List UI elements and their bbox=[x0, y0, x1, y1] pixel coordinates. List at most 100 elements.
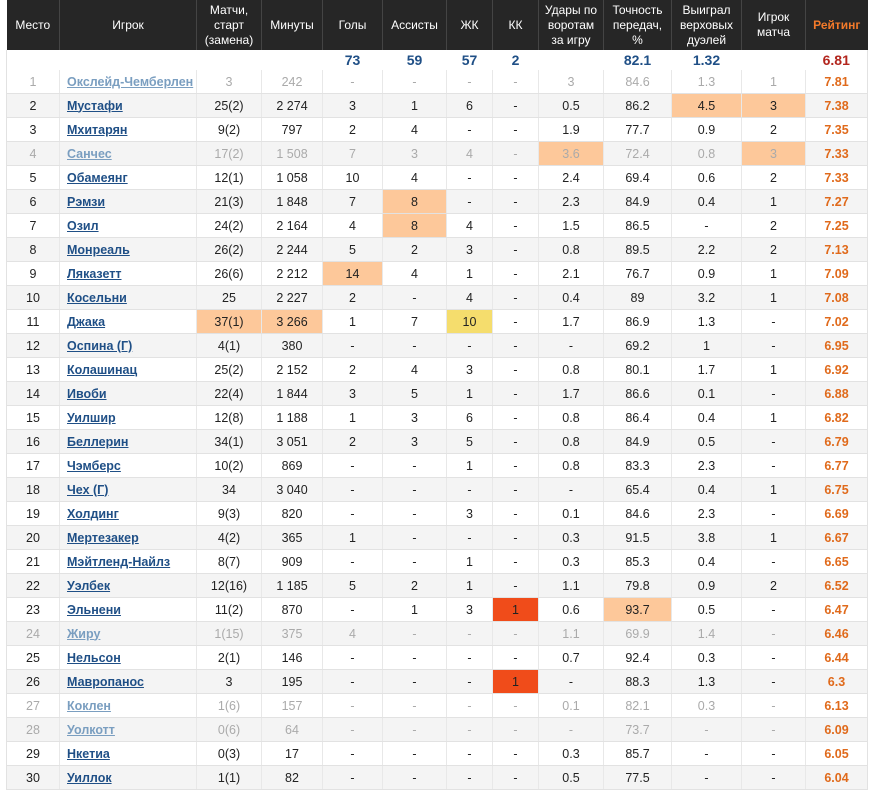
cell-player-name[interactable]: Санчес bbox=[59, 141, 197, 166]
header-pass-accuracy[interactable]: Точность передач, % bbox=[603, 0, 672, 50]
cell-player-name[interactable]: Мустафи bbox=[59, 93, 197, 118]
cell-assists: - bbox=[382, 501, 447, 526]
cell-motm: 3 bbox=[741, 141, 806, 166]
total-assists: 59 bbox=[382, 50, 447, 70]
cell-minutes: 1 188 bbox=[261, 405, 323, 430]
cell-aerials: 2.3 bbox=[671, 501, 742, 526]
header-rating[interactable]: Рейтинг bbox=[805, 0, 868, 50]
header-aerials[interactable]: Выиграл верховых дуэлей bbox=[671, 0, 742, 50]
cell-motm: - bbox=[741, 717, 806, 742]
cell-player-name[interactable]: Уилшир bbox=[59, 405, 197, 430]
cell-assists: - bbox=[382, 669, 447, 694]
header-assists[interactable]: Ассисты bbox=[382, 0, 447, 50]
cell-matches: 9(3) bbox=[196, 501, 262, 526]
cell-place: 16 bbox=[6, 429, 60, 454]
cell-player-name[interactable]: Чэмберс bbox=[59, 453, 197, 478]
cell-goals: 2 bbox=[322, 285, 383, 310]
cell-pass-accuracy: 89.5 bbox=[603, 237, 672, 262]
cell-aerials: 0.4 bbox=[671, 549, 742, 574]
cell-pass-accuracy: 92.4 bbox=[603, 645, 672, 670]
table-row: 2 Мустафи 25(2) 2 274 3 1 6-0.5 86.2 4.5 3 7.38 bbox=[6, 93, 868, 118]
cell-player-name[interactable]: Мхитарян bbox=[59, 117, 197, 142]
cell-place: 26 bbox=[6, 669, 60, 694]
cell-rating: 7.81 bbox=[805, 70, 868, 94]
cell-motm: 1 bbox=[741, 357, 806, 382]
cell-player-name[interactable]: Колашинац bbox=[59, 357, 197, 382]
cell-aerials: 0.9 bbox=[671, 573, 742, 598]
header-goals[interactable]: Голы bbox=[322, 0, 383, 50]
cell-player-name[interactable]: Уэлбек bbox=[59, 573, 197, 598]
table-row: 20 Мертезакер 4(2) 365 1- - -0.3 91.5 3.8 1 6.67 bbox=[6, 525, 868, 550]
cell-aerials: 2.2 bbox=[671, 237, 742, 262]
cell-player-name[interactable]: Уиллок bbox=[59, 765, 197, 790]
cell-player-name[interactable]: Уолкотт bbox=[59, 717, 197, 742]
cell-aerials: 0.5 bbox=[671, 429, 742, 454]
cell-player-name[interactable]: Нельсон bbox=[59, 645, 197, 670]
header-red-cards[interactable]: КК bbox=[492, 0, 539, 50]
cell-yellow-cards: 5 bbox=[446, 429, 493, 454]
cell-place: 13 bbox=[6, 357, 60, 382]
cell-minutes: 2 244 bbox=[261, 237, 323, 262]
cell-player-name[interactable]: Мертезакер bbox=[59, 525, 197, 550]
header-matches[interactable]: Матчи, старт (замена) bbox=[196, 0, 262, 50]
cell-matches: 3 bbox=[196, 70, 262, 94]
cell-yellow-cards: - bbox=[446, 477, 493, 502]
cell-player-name[interactable]: Рэмзи bbox=[59, 189, 197, 214]
cell-motm: 1 bbox=[741, 189, 806, 214]
cell-place: 17 bbox=[6, 453, 60, 478]
cell-player-name[interactable]: Мэйтленд-Найлз bbox=[59, 549, 197, 574]
header-motm[interactable]: Игрок матча bbox=[741, 0, 806, 50]
header-place[interactable]: Место bbox=[6, 0, 60, 50]
table-row: 11 Джака 37(1) 3 266 1 7 10-1.7 86.9 1.3-7.02 bbox=[6, 309, 868, 334]
cell-assists: 1 bbox=[382, 93, 447, 118]
cell-motm: 1 bbox=[741, 285, 806, 310]
header-minutes[interactable]: Минуты bbox=[261, 0, 323, 50]
cell-player-name[interactable]: Джака bbox=[59, 309, 197, 334]
cell-shots: 1.7 bbox=[538, 309, 604, 334]
cell-goals: - bbox=[322, 765, 383, 790]
cell-rating: 6.47 bbox=[805, 597, 868, 622]
cell-matches: 1(6) bbox=[196, 693, 262, 718]
cell-player-name[interactable]: Мавропанос bbox=[59, 669, 197, 694]
cell-assists: 8 bbox=[382, 213, 447, 238]
cell-player-name[interactable]: Нкетиа bbox=[59, 741, 197, 766]
cell-shots: 0.8 bbox=[538, 453, 604, 478]
cell-yellow-cards: - bbox=[446, 70, 493, 94]
cell-place: 24 bbox=[6, 621, 60, 646]
total-matches bbox=[196, 50, 262, 70]
header-yellow-cards[interactable]: ЖК bbox=[446, 0, 493, 50]
cell-player-name[interactable]: Холдинг bbox=[59, 501, 197, 526]
cell-rating: 6.75 bbox=[805, 477, 868, 502]
header-player[interactable]: Игрок bbox=[59, 0, 197, 50]
header-shots[interactable]: Удары по воротам за игру bbox=[538, 0, 604, 50]
cell-aerials: - bbox=[671, 765, 742, 790]
cell-aerials: 0.5 bbox=[671, 597, 742, 622]
cell-player-name[interactable]: Ляказетт bbox=[59, 261, 197, 286]
cell-player-name[interactable]: Чех (Г) bbox=[59, 477, 197, 502]
cell-player-name[interactable]: Ивоби bbox=[59, 381, 197, 406]
cell-place: 11 bbox=[6, 309, 60, 334]
cell-minutes: 1 848 bbox=[261, 189, 323, 214]
total-aerials: 1.32 bbox=[671, 50, 742, 70]
table-header: Место Игрок Матчи, старт (замена) Минуты… bbox=[6, 0, 868, 50]
cell-aerials: 1 bbox=[671, 333, 742, 358]
cell-player-name[interactable]: Оспина (Г) bbox=[59, 333, 197, 358]
cell-player-name[interactable]: Обамеянг bbox=[59, 165, 197, 190]
cell-player-name[interactable]: Окслейд-Чемберлен bbox=[59, 70, 197, 94]
cell-player-name[interactable]: Жиру bbox=[59, 621, 197, 646]
table-body: 1 Окслейд-Чемберлен 3 242- - - -3 84.6 1.3 1 7.81 2… bbox=[6, 70, 868, 790]
cell-aerials: 0.9 bbox=[671, 117, 742, 142]
cell-player-name[interactable]: Эльнени bbox=[59, 597, 197, 622]
cell-player-name[interactable]: Коклен bbox=[59, 693, 197, 718]
cell-red-cards: - bbox=[492, 357, 539, 382]
cell-player-name[interactable]: Озил bbox=[59, 213, 197, 238]
cell-matches: 3 bbox=[196, 669, 262, 694]
cell-player-name[interactable]: Косельни bbox=[59, 285, 197, 310]
cell-pass-accuracy: 85.3 bbox=[603, 549, 672, 574]
cell-player-name[interactable]: Монреаль bbox=[59, 237, 197, 262]
cell-shots: 0.4 bbox=[538, 285, 604, 310]
cell-red-cards: - bbox=[492, 213, 539, 238]
table-row: 14 Ивоби 22(4) 1 844 3 5 1-1.7 86.6 0.1-6.88 bbox=[6, 381, 868, 406]
cell-player-name[interactable]: Беллерин bbox=[59, 429, 197, 454]
